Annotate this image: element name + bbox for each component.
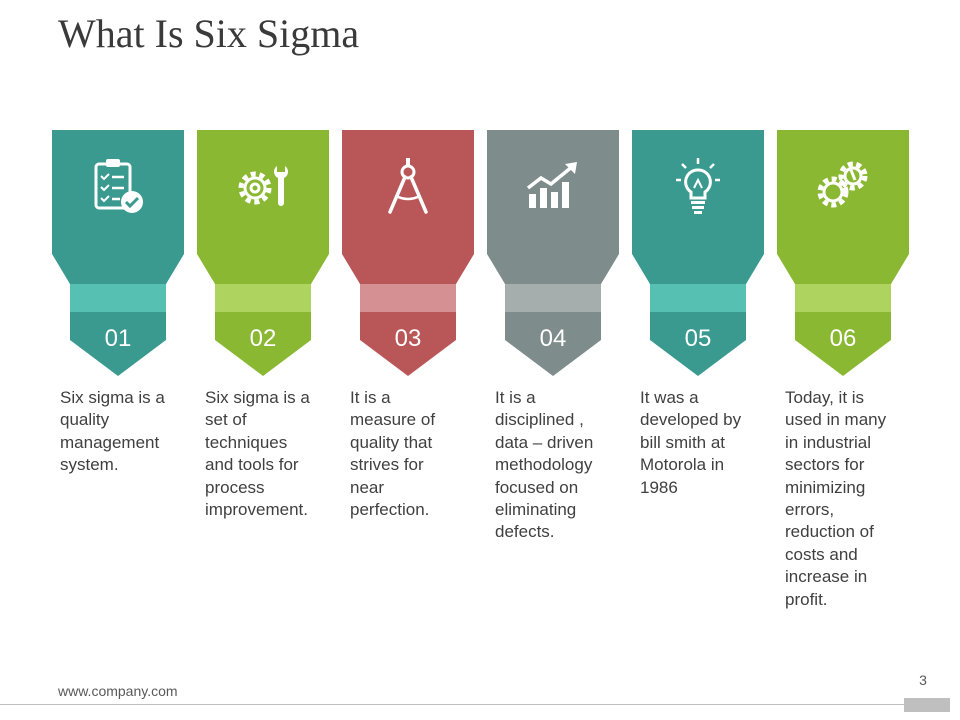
gear-wrench-icon xyxy=(238,166,288,206)
step-description: Today, it is used in many in industrial … xyxy=(785,388,887,609)
step-card-05: 05 xyxy=(632,130,764,380)
step-banner xyxy=(342,130,474,376)
step-number: 01 xyxy=(104,325,132,352)
step-number: 02 xyxy=(249,325,277,352)
step-card-03: 03 xyxy=(342,130,474,380)
step-banner xyxy=(197,130,329,376)
step-description: It was a developed by bill smith at Moto… xyxy=(640,388,742,497)
step-number: 04 xyxy=(539,325,567,352)
compass-icon xyxy=(388,158,428,214)
step-description: Six sigma is a set of techniques and too… xyxy=(205,388,310,520)
page-number: 3 xyxy=(919,672,927,688)
step-description: Six sigma is a quality management system… xyxy=(60,388,165,475)
step-card-04: 04 xyxy=(487,130,619,380)
growth-chart-icon xyxy=(526,162,577,208)
lightbulb-icon xyxy=(676,158,720,214)
step-number: 06 xyxy=(829,325,857,352)
footer-divider xyxy=(0,704,904,705)
step-card-01: 01 xyxy=(52,130,184,380)
slide-title: What Is Six Sigma xyxy=(58,11,360,56)
page-tab xyxy=(904,698,950,712)
step-description: It is a disciplined , data – driven meth… xyxy=(495,388,594,542)
step-number: 03 xyxy=(394,325,422,352)
checklist-icon xyxy=(94,159,143,213)
step-number: 05 xyxy=(684,325,712,352)
step-banner xyxy=(777,130,909,376)
step-description: It is a measure of quality that strives … xyxy=(350,388,436,520)
gears-icon xyxy=(817,161,868,208)
step-card-06: 06 xyxy=(777,130,909,380)
footer-url: www.company.com xyxy=(58,683,178,699)
step-card-02: 02 xyxy=(197,130,329,380)
